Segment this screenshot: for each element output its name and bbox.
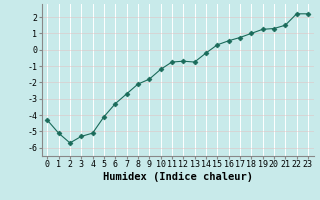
X-axis label: Humidex (Indice chaleur): Humidex (Indice chaleur) [103, 172, 252, 182]
